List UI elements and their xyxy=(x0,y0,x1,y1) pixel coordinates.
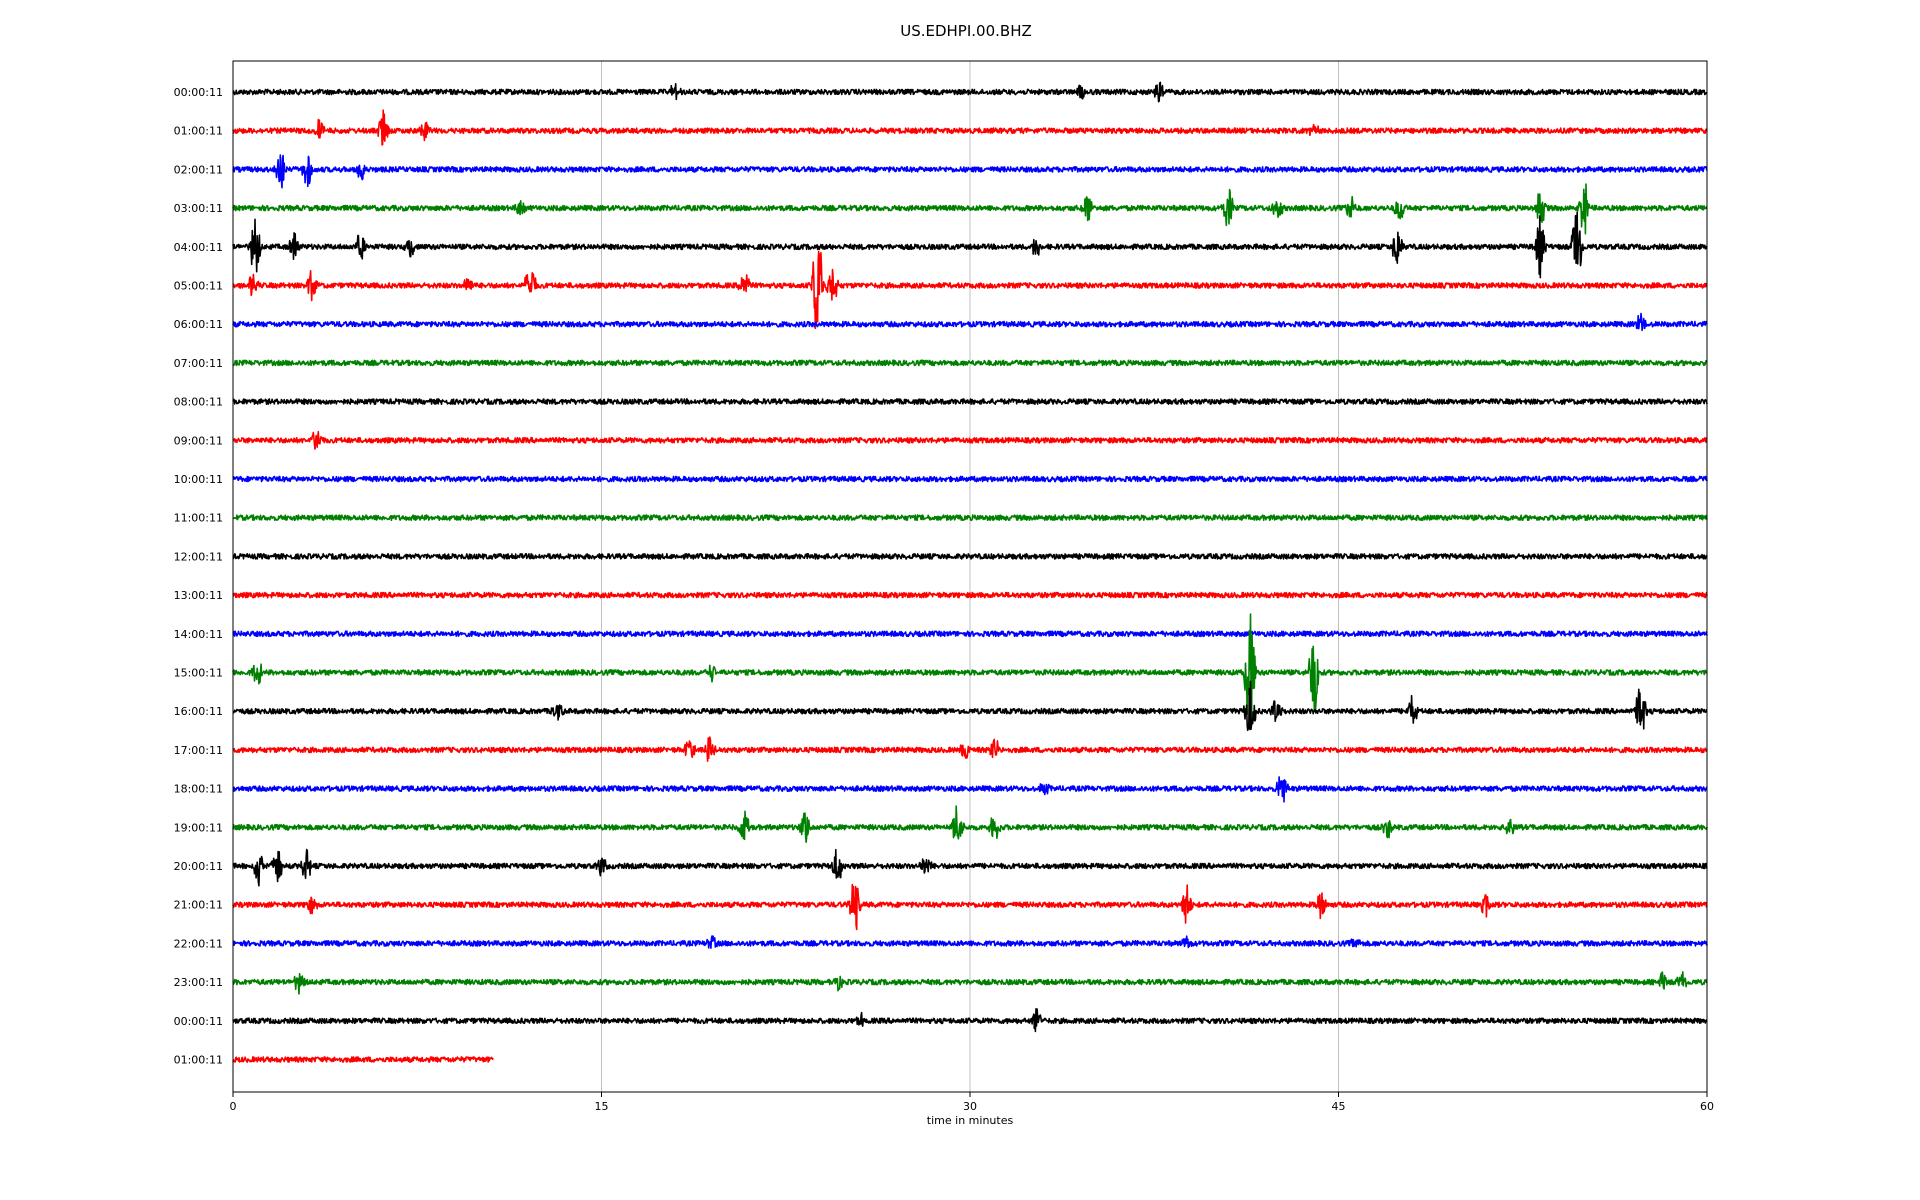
trace-line xyxy=(232,848,1708,887)
row-label: 01:00:11 xyxy=(174,125,223,138)
row-label: 18:00:11 xyxy=(174,783,223,796)
trace-line xyxy=(232,805,1708,843)
trace-line xyxy=(232,250,1708,330)
trace-line xyxy=(232,883,1708,931)
row-label: 13:00:11 xyxy=(174,589,223,602)
row-label: 19:00:11 xyxy=(174,821,223,834)
x-axis-label: time in minutes xyxy=(927,1114,1014,1127)
trace-line xyxy=(232,312,1708,332)
trace-line xyxy=(232,359,1708,367)
row-label: 17:00:11 xyxy=(174,744,223,757)
trace-line xyxy=(232,935,1708,949)
trace-line xyxy=(232,514,1708,522)
row-label: 00:00:11 xyxy=(174,1015,223,1028)
trace-line xyxy=(232,613,1708,722)
trace-line xyxy=(232,154,1708,189)
x-axis: 0 15 30 45 60 xyxy=(230,1092,1714,1113)
x-tick-label: 15 xyxy=(595,1100,609,1113)
row-labels: 00:00:11 01:00:11 02:00:11 03:00:11 04:00:11… xyxy=(174,86,223,1067)
row-label: 03:00:11 xyxy=(174,202,223,215)
x-tick-label: 45 xyxy=(1332,1100,1346,1113)
row-label: 04:00:11 xyxy=(174,241,223,254)
trace-area xyxy=(232,81,1708,1063)
row-label: 09:00:11 xyxy=(174,434,223,447)
row-label: 07:00:11 xyxy=(174,357,223,370)
row-label: 01:00:11 xyxy=(174,1054,223,1067)
trace-line xyxy=(232,591,1708,599)
chart-title: US.EDHPI.00.BHZ xyxy=(900,22,1032,40)
row-label: 05:00:11 xyxy=(174,280,223,293)
trace-line xyxy=(232,971,1708,995)
row-label: 15:00:11 xyxy=(174,667,223,680)
row-label: 16:00:11 xyxy=(174,705,223,718)
row-label: 12:00:11 xyxy=(174,550,223,563)
trace-line xyxy=(232,211,1708,279)
x-tick-label: 60 xyxy=(1700,1100,1714,1113)
trace-line xyxy=(232,1056,494,1063)
trace-line xyxy=(232,1008,1708,1033)
trace-line xyxy=(232,680,1708,732)
x-tick-label: 30 xyxy=(963,1100,977,1113)
row-label: 10:00:11 xyxy=(174,473,223,486)
row-label: 20:00:11 xyxy=(174,860,223,873)
trace-line xyxy=(232,475,1708,483)
trace-line xyxy=(232,630,1708,638)
row-label: 21:00:11 xyxy=(174,899,223,912)
row-label: 22:00:11 xyxy=(174,937,223,950)
trace-line xyxy=(232,81,1708,103)
trace-line xyxy=(232,430,1708,450)
row-label: 23:00:11 xyxy=(174,976,223,989)
trace-line xyxy=(232,776,1708,803)
trace-line xyxy=(232,398,1708,405)
row-label: 14:00:11 xyxy=(174,628,223,641)
row-label: 08:00:11 xyxy=(174,396,223,409)
vertical-grid xyxy=(601,61,1339,1092)
row-label: 11:00:11 xyxy=(174,512,223,525)
row-label: 00:00:11 xyxy=(174,86,223,99)
row-label: 06:00:11 xyxy=(174,318,223,331)
trace-line xyxy=(232,736,1708,762)
trace-line xyxy=(232,553,1708,560)
trace-line xyxy=(232,109,1708,146)
x-tick-label: 0 xyxy=(230,1100,237,1113)
trace-line xyxy=(232,183,1708,235)
row-label: 02:00:11 xyxy=(174,163,223,176)
